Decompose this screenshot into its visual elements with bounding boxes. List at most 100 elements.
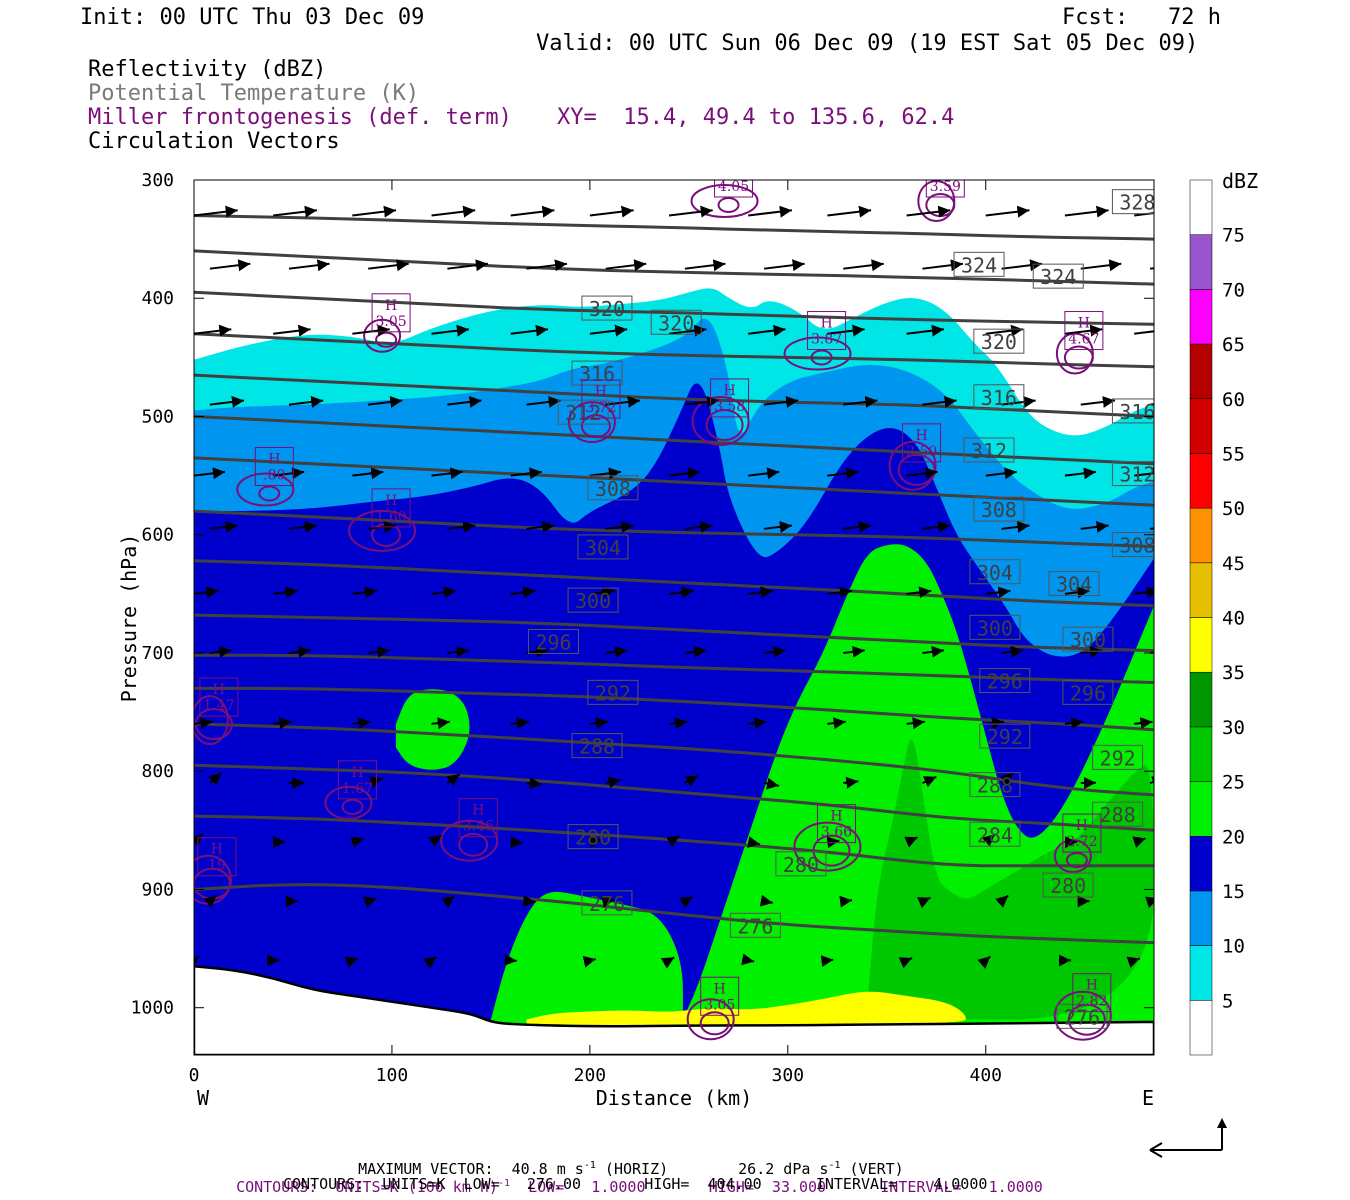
isentrope-label: 292 <box>987 725 1023 749</box>
circulation-vector <box>526 777 542 790</box>
circulation-vector <box>922 645 945 658</box>
circulation-vector <box>428 834 442 848</box>
miller-max-box <box>700 976 740 1016</box>
circulation-vector <box>985 324 1024 337</box>
isentrope-label: 288 <box>977 774 1013 798</box>
circulation-vector <box>916 896 931 909</box>
circulation-vector <box>368 395 403 408</box>
miller-max-value: .80 <box>263 468 285 484</box>
circulation-vector <box>368 645 390 658</box>
circulation-vector <box>1134 586 1154 599</box>
miller-max-value: 3.66 <box>821 825 852 841</box>
isentrope-label-box <box>1092 744 1144 770</box>
circulation-vector <box>827 205 872 218</box>
isentrope-label: 308 <box>595 477 631 501</box>
miller-max-value: 1.67 <box>342 781 373 797</box>
circulation-vector <box>589 467 622 480</box>
circulation-vector <box>352 586 378 599</box>
isentrope-label: 320 <box>589 297 625 321</box>
isentrope-label: 304 <box>977 561 1013 585</box>
circulation-vector <box>431 717 450 730</box>
circulation-vector <box>601 896 615 908</box>
colorbar-swatch <box>1189 179 1213 235</box>
colorbar-swatch <box>1189 289 1213 345</box>
circulation-vector <box>898 957 913 969</box>
isentrope-296 <box>194 653 1154 684</box>
miller-max-box <box>371 293 411 333</box>
circulation-vector <box>995 894 1009 908</box>
circulation-vector <box>510 205 555 218</box>
circulation-vector <box>589 586 615 599</box>
circulation-vector <box>1145 896 1154 908</box>
isentrope-label-box <box>979 668 1031 694</box>
circulation-vector <box>209 259 251 272</box>
circulation-vector <box>441 895 456 909</box>
colorbar-tick-label: 15 <box>1222 881 1245 903</box>
isentrope-label-box <box>1062 679 1114 705</box>
circulation-vector <box>906 717 925 730</box>
cross-section-endpoints: XY= 15.4, 49.4 to 135.6, 62.4 <box>557 105 955 130</box>
miller-max-value: 3.58 <box>714 399 745 415</box>
isentrope-label: 276 <box>589 892 625 916</box>
isentrope-336 <box>194 214 1154 241</box>
isentrope-label: 324 <box>1040 265 1076 289</box>
plot-frame <box>193 179 1155 1056</box>
isentrope-label-box <box>557 399 609 425</box>
colorbar-tick-label: 10 <box>1222 936 1245 958</box>
x-tick-label: 300 <box>772 1065 805 1086</box>
circulation-vector <box>985 205 1030 218</box>
miller-max-marker: H <box>1076 818 1088 834</box>
miller-max-box <box>337 760 377 800</box>
colorbar: dBZ 5 10 15 20 25 30 35 40 45 50 55 60 65 70 75 <box>1189 169 1258 1056</box>
circulation-vector <box>1064 205 1109 218</box>
miller-contour-ring <box>1053 990 1112 1041</box>
circulation-vector <box>589 205 634 218</box>
isentrope-label-box <box>567 587 619 613</box>
circulation-vector <box>843 776 859 789</box>
max-vector-horiz: MAXIMUM VECTOR: 40.8 m s <box>358 1160 584 1178</box>
miller-contours-info: CONTOURS: UNITS=K (100 km h)-1 LOW= 1.00… <box>218 1158 1043 1196</box>
isentrope-label-box <box>1056 1003 1108 1029</box>
circulation-vector <box>1001 645 1024 658</box>
circulation-vector <box>1149 776 1154 788</box>
isentrope-label-box <box>1032 263 1084 289</box>
circulation-vector <box>922 259 964 272</box>
miller-max-value: 2.50 <box>906 444 937 460</box>
colorbar-swatch <box>1189 507 1213 564</box>
y-tick-label: 1000 <box>131 998 174 1019</box>
circulation-vector <box>1000 772 1014 786</box>
circulation-vector <box>273 586 298 599</box>
circulation-vector <box>194 955 200 969</box>
circulation-vector <box>431 205 476 218</box>
circulation-vector <box>288 520 317 533</box>
circulation-vector <box>1064 324 1103 337</box>
miller-max-value: 3.46 <box>463 819 494 835</box>
colorbar-swatch <box>1189 617 1213 673</box>
miller-max-box <box>1062 813 1102 853</box>
circulation-vector <box>668 324 707 337</box>
circulation-vector <box>763 520 793 533</box>
max-vector-horiz-exponent: -1 <box>583 1160 596 1171</box>
miller-max-marker: H <box>714 981 726 997</box>
isentrope-label-box <box>577 534 629 560</box>
colorbar-swatch <box>1189 234 1213 290</box>
max-vector-vert-exponent: -1 <box>828 1160 841 1171</box>
circulation-vector <box>748 717 767 730</box>
isentrope-label: 288 <box>1100 803 1136 827</box>
miller-max-marker: H <box>472 803 484 819</box>
isentrope-316 <box>194 415 1154 466</box>
circulation-vector <box>209 645 232 658</box>
miller-contour-ring <box>691 395 750 446</box>
miller-max-marker: H <box>939 163 951 179</box>
miller-max-marker: H <box>595 384 607 400</box>
miller-contour-ring <box>341 798 364 815</box>
isentrope-332 <box>194 249 1154 286</box>
isentrope-label-box <box>729 912 781 938</box>
miller-max-marker: H <box>1086 978 1098 994</box>
circulation-vector <box>763 777 780 790</box>
isentrope-label-box <box>775 851 827 877</box>
miller-max-value: 4.67 <box>1068 332 1099 348</box>
colorbar-unit: dBZ <box>1222 169 1258 193</box>
circulation-vector <box>843 645 865 658</box>
circulation-vector <box>273 467 305 480</box>
